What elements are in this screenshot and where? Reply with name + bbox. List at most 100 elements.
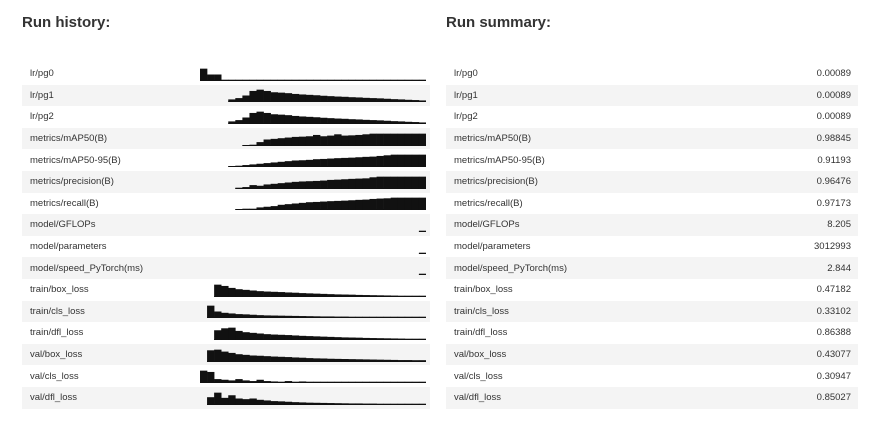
sparkline-bar [390, 381, 399, 384]
sparkline-bar [369, 403, 377, 405]
history-sparkline [242, 133, 426, 146]
history-row-label: model/GFLOPs [30, 219, 96, 231]
sparkline-bar [256, 79, 264, 81]
sparkline-bar [256, 207, 264, 211]
sparkline-bar [383, 155, 391, 168]
sparkline-bar [277, 205, 286, 211]
sparkline-bar [327, 179, 335, 189]
sparkline-bar [376, 133, 384, 146]
sparkline-bar [418, 100, 426, 103]
sparkline-bar [320, 293, 328, 297]
history-row-lr-pg0: lr/pg0 [22, 63, 430, 85]
history-row-label: lr/pg0 [30, 68, 54, 80]
sparkline-bar [369, 120, 377, 124]
sparkline-bar [383, 359, 391, 362]
sparkline-bar [397, 133, 406, 146]
sparkline-bar [362, 157, 370, 168]
sparkline-bar [348, 317, 356, 319]
sparkline-bar [235, 165, 243, 168]
sparkline-bar [298, 160, 307, 168]
sparkline-bar [341, 294, 349, 297]
history-sparkline [207, 392, 426, 405]
sparkline-bar [242, 380, 250, 384]
sparkline-bar [320, 159, 328, 168]
sparkline-bar [298, 357, 307, 362]
sparkline-bar [242, 289, 250, 297]
history-row-label: model/parameters [30, 241, 107, 253]
sparkline-bar [242, 95, 250, 103]
sparkline-bar [263, 334, 271, 340]
sparkline-bar [228, 352, 236, 362]
sparkline-bar [249, 209, 257, 211]
history-row-val-box-loss: val/box_loss [22, 343, 430, 366]
sparkline-bar [242, 144, 250, 146]
sparkline-bar [334, 358, 342, 362]
sparkline-bar [305, 316, 314, 319]
summary-row-metrics-recall-b: metrics/recall(B) 0.97173 [446, 193, 858, 215]
sparkline-bar [404, 198, 413, 211]
sparkline-bar [235, 330, 243, 340]
sparkline-bar [383, 403, 391, 405]
sparkline-bar [348, 119, 356, 124]
sparkline-bar [277, 401, 286, 405]
sparkline-bar [355, 119, 363, 124]
sparkline-bar [411, 100, 420, 103]
sparkline-bar [320, 316, 328, 319]
summary-row-train-box-loss: train/box_loss 0.47182 [446, 279, 858, 301]
sparkline-bar [369, 79, 377, 81]
sparkline-bar [263, 163, 271, 168]
sparkline-bar [376, 403, 384, 405]
sparkline-bar [327, 293, 335, 297]
sparkline-bar [418, 295, 426, 297]
summary-row-label: val/cls_loss [454, 370, 503, 382]
sparkline-bar [369, 317, 377, 319]
sparkline-bar [291, 356, 300, 362]
sparkline-bar [221, 397, 229, 405]
history-sparkline [228, 111, 426, 124]
sparkline-bar [362, 358, 370, 362]
sparkline-bar [256, 163, 264, 168]
sparkline-bar [228, 287, 236, 297]
sparkline-bar [320, 201, 328, 211]
sparkline-bar [383, 79, 391, 81]
history-sparkline [228, 90, 426, 103]
sparkline-bar [411, 154, 420, 168]
sparkline-bar [397, 381, 406, 384]
sparkline-bar [277, 79, 286, 81]
sparkline-bar [418, 122, 426, 124]
summary-row-label: model/speed_PyTorch(ms) [454, 262, 567, 274]
sparkline-bar [362, 337, 370, 340]
summary-row-label: val/box_loss [454, 349, 507, 361]
sparkline-bar [327, 381, 335, 384]
sparkline-bar [341, 381, 349, 384]
run-summary-title: Run summary: [446, 14, 552, 31]
sparkline-bar [249, 91, 257, 103]
sparkline-bar [418, 79, 426, 81]
history-row-label: train/dfl_loss [30, 327, 84, 339]
sparkline-bar [411, 403, 420, 405]
sparkline-bar [298, 79, 307, 81]
sparkline-bar [313, 134, 321, 146]
sparkline-bar [397, 99, 406, 103]
sparkline-bar [228, 313, 236, 319]
sparkline-bar [320, 381, 328, 384]
sparkline-bar [404, 154, 413, 168]
sparkline-bar [305, 402, 314, 405]
sparkline-bar [298, 116, 307, 124]
sparkline-bar [355, 97, 363, 103]
sparkline-bar [341, 135, 349, 146]
sparkline-bar [214, 330, 222, 340]
summary-row-value: 2.844 [827, 262, 851, 274]
sparkline-bar [270, 92, 278, 103]
sparkline-bar [313, 316, 321, 319]
sparkline-bar [369, 337, 377, 340]
sparkline-bar [284, 79, 293, 81]
sparkline-bar [249, 381, 257, 384]
sparkline-bar [291, 94, 300, 103]
summary-row-value: 0.97173 [816, 197, 851, 209]
summary-row-lr-pg2: lr/pg2 0.00089 [446, 106, 858, 128]
sparkline-bar [242, 209, 250, 211]
sparkline-bar [341, 179, 349, 189]
history-row-metrics-recall-b: metrics/recall(B) [22, 193, 430, 215]
sparkline-bar [270, 356, 278, 362]
